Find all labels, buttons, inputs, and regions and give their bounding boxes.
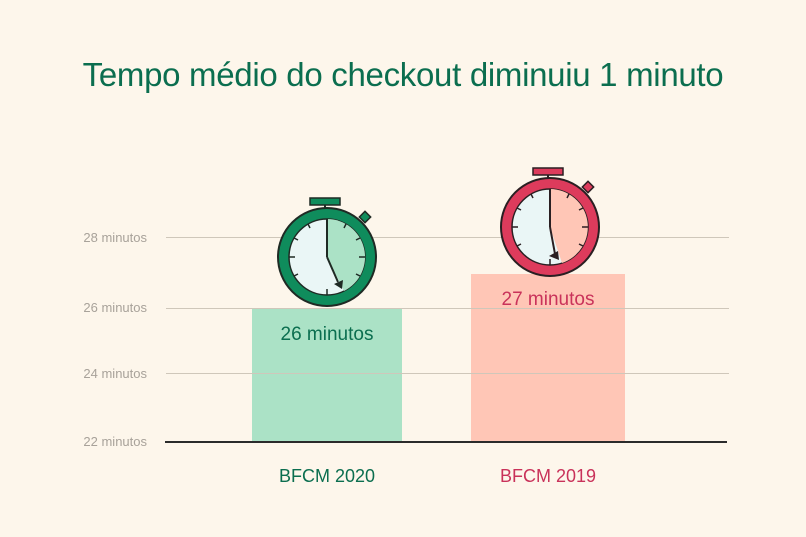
stopwatch-icon bbox=[277, 197, 377, 307]
bar-bfcm-2019 bbox=[471, 274, 625, 442]
gridline-26 bbox=[166, 308, 729, 309]
x-label-bfcm-2019: BFCM 2019 bbox=[499, 466, 597, 486]
y-tick-26: 26 minutos bbox=[83, 300, 147, 315]
chart-title: Tempo médio do checkout diminuiu 1 minut… bbox=[82, 56, 724, 93]
bar-value-label-2020: 26 minutos bbox=[280, 324, 374, 345]
y-tick-22: 22 minutos bbox=[83, 434, 147, 449]
bar-value-label-2019: 27 minutos bbox=[501, 289, 595, 310]
y-tick-24: 24 minutos bbox=[83, 366, 147, 381]
y-tick-28: 28 minutos bbox=[83, 230, 147, 245]
gridline-28 bbox=[166, 237, 729, 238]
stopwatch-icon bbox=[500, 167, 600, 277]
gridline-24 bbox=[166, 373, 729, 374]
bar-bfcm-2020 bbox=[252, 308, 402, 442]
x-label-bfcm-2020: BFCM 2020 bbox=[278, 466, 376, 486]
x-axis-baseline bbox=[165, 441, 727, 443]
